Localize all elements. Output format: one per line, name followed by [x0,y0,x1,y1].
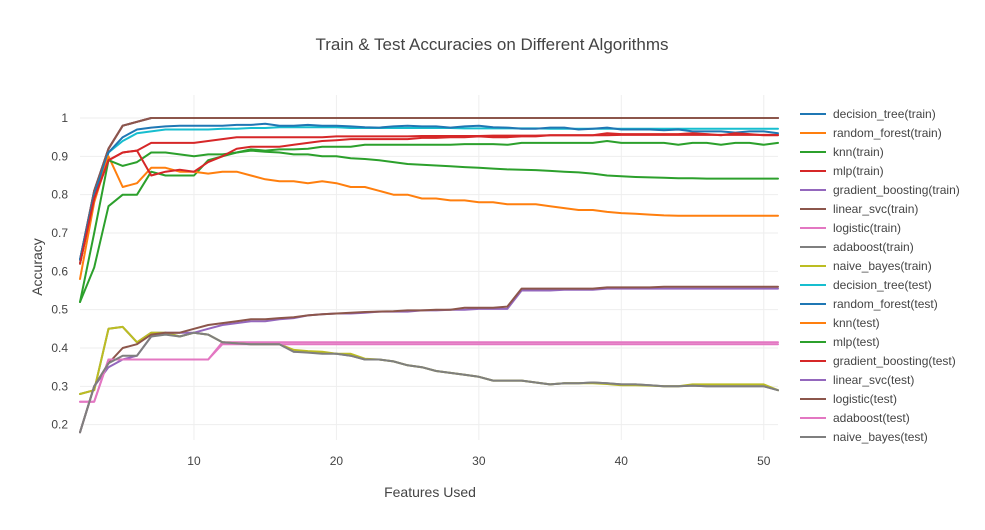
legend-label: decision_tree(test) [833,278,932,292]
y-tick-label: 0.7 [51,226,68,240]
x-axis-label: Features Used [384,484,476,500]
series-line-adaboost-test[interactable] [79,343,779,403]
series-line-logistic-train[interactable] [79,341,779,403]
legend-label: gradient_boosting(train) [833,183,960,197]
legend-label: adaboost(train) [833,240,914,254]
y-axis-label: Accuracy [29,238,45,296]
legend-item[interactable]: random_forest(train) [800,126,942,140]
legend-item[interactable]: mlp(train) [800,164,884,178]
legend-label: adaboost(test) [833,411,910,425]
legend-item[interactable]: adaboost(train) [800,240,914,254]
legend-label: linear_svc(train) [833,202,918,216]
legend-item[interactable]: linear_svc(train) [800,202,918,216]
series-line-mlp-test[interactable] [79,140,779,303]
legend-label: naive_bayes(train) [833,259,932,273]
legend-label: knn(train) [833,145,884,159]
y-tick-label: 0.2 [51,418,68,432]
series-line-logistic-test[interactable] [79,285,779,434]
legend-item[interactable]: adaboost(test) [800,411,910,425]
x-tick-label: 40 [615,454,629,468]
legend-item[interactable]: decision_tree(test) [800,278,932,292]
y-tick-label: 0.6 [51,264,68,278]
y-tick-label: 1 [61,111,68,125]
legend-label: naive_bayes(test) [833,430,928,444]
series-line-random-forest-train[interactable] [79,117,779,265]
legend-label: linear_svc(test) [833,373,914,387]
series-line-gradient-boosting-train[interactable] [79,117,779,261]
legend[interactable]: decision_tree(train) random_forest(train)… [800,107,960,444]
legend-item[interactable]: mlp(test) [800,335,880,349]
legend-item[interactable]: knn(train) [800,145,884,159]
legend-item[interactable]: logistic(train) [800,221,901,235]
legend-item[interactable]: naive_bayes(test) [800,430,928,444]
legend-item[interactable]: random_forest(test) [800,297,938,311]
legend-label: mlp(train) [833,164,884,178]
legend-label: random_forest(train) [833,126,942,140]
y-tick-label: 0.4 [51,341,68,355]
legend-label: decision_tree(train) [833,107,936,121]
legend-item[interactable]: naive_bayes(train) [800,259,932,273]
x-tick-label: 30 [472,454,486,468]
legend-item[interactable]: decision_tree(train) [800,107,936,121]
series-lines [79,117,779,434]
legend-label: logistic(train) [833,221,901,235]
legend-label: mlp(test) [833,335,880,349]
x-tick-label: 50 [757,454,771,468]
legend-item[interactable]: logistic(test) [800,392,897,406]
series-line-gradient-boosting-test[interactable] [79,132,779,265]
series-line-random-forest-test[interactable] [79,122,779,261]
chart-title: Train & Test Accuracies on Different Alg… [315,35,668,54]
series-line-knn-train[interactable] [79,149,779,303]
legend-label: gradient_boosting(test) [833,354,956,368]
legend-label: random_forest(test) [833,297,938,311]
x-tick-label: 20 [330,454,344,468]
y-tick-label: 0.3 [51,379,68,393]
y-tick-label: 0.9 [51,149,68,163]
y-tick-label: 0.8 [51,188,68,202]
series-line-decision-tree-test[interactable] [79,126,779,265]
x-tick-label: 10 [187,454,201,468]
series-line-linear-svc-train[interactable] [79,117,779,261]
legend-item[interactable]: knn(test) [800,316,880,330]
x-axis-ticks: 10 20 30 40 50 [187,454,770,468]
series-line-naive-bayes-test[interactable] [79,331,779,434]
y-tick-label: 0.5 [51,303,68,317]
series-line-knn-test[interactable] [79,155,779,280]
legend-label: logistic(test) [833,392,897,406]
legend-item[interactable]: gradient_boosting(test) [800,354,956,368]
gridlines [80,95,778,440]
y-axis-ticks: 0.2 0.3 0.4 0.5 0.6 0.7 0.8 0.9 1 [51,111,68,432]
series-line-decision-tree-train[interactable] [79,117,779,261]
legend-label: knn(test) [833,316,880,330]
legend-item[interactable]: gradient_boosting(train) [800,183,960,197]
legend-item[interactable]: linear_svc(test) [800,373,914,387]
